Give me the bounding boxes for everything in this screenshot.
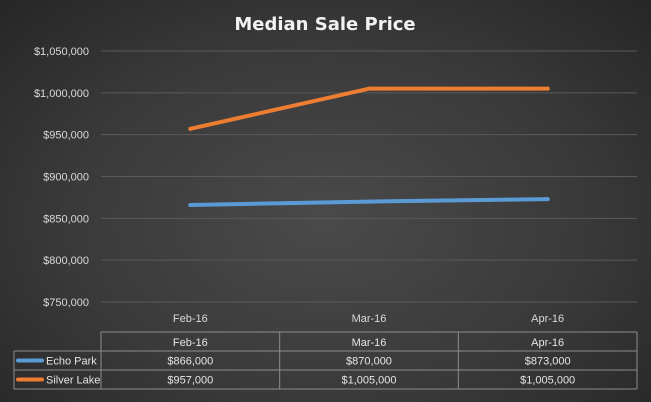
gridlines — [101, 50, 637, 303]
y-tick-label: $850,000 — [43, 213, 89, 225]
y-tick-label: $950,000 — [43, 130, 89, 142]
table-header-cell: Apr-16 — [531, 337, 564, 349]
data-point — [188, 202, 193, 207]
series-line — [188, 86, 550, 131]
data-point — [545, 197, 550, 202]
chart-title: Median Sale Price — [234, 14, 415, 35]
table-value-cell: $1,005,000 — [341, 375, 396, 387]
table-header-cell: Feb-16 — [173, 337, 208, 349]
table-value-cell: $1,005,000 — [520, 375, 575, 387]
table-value-cell: $873,000 — [525, 356, 571, 368]
y-tick-label: $800,000 — [43, 255, 89, 267]
table-value-cell: $866,000 — [167, 356, 213, 368]
x-tick-label: Feb-16 — [173, 313, 208, 325]
y-tick-label: $750,000 — [43, 297, 89, 309]
x-axis: Feb-16 Mar-16 Apr-16 — [173, 313, 564, 325]
data-table: Feb-16 Mar-16 Apr-16 Echo Park $866,000 $870,… — [13, 331, 638, 390]
table-value-cell: $870,000 — [346, 356, 392, 368]
y-tick-label: $1,000,000 — [34, 88, 89, 100]
x-tick-label: Apr-16 — [531, 313, 564, 325]
x-tick-label: Mar-16 — [352, 313, 387, 325]
y-axis: $750,000 $800,000 $850,000 $900,000 $950,000… — [34, 46, 89, 309]
data-point — [367, 199, 371, 204]
data-point — [188, 126, 193, 131]
series-lines — [188, 86, 550, 207]
table-value-cell: $957,000 — [167, 375, 213, 387]
table-header-cell: Mar-16 — [352, 337, 387, 349]
y-tick-label: $900,000 — [43, 172, 89, 184]
y-tick-label: $1,050,000 — [34, 46, 89, 58]
data-point — [545, 86, 550, 91]
legend-entry: Echo Park — [46, 356, 97, 368]
data-point — [367, 86, 371, 91]
legend-entry: Silver Lake — [46, 375, 100, 387]
